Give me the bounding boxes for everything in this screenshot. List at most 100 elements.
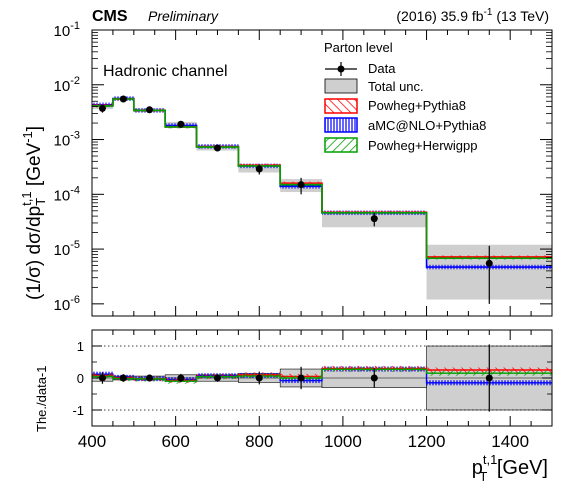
legend-entry-data: Data [325, 61, 396, 76]
ratio-data-marker [213, 374, 221, 382]
ratio-frame-border [91, 329, 553, 427]
data-point [119, 95, 127, 103]
top-y-tick-label: 10-4 [54, 184, 80, 204]
ratio-data-marker [177, 374, 185, 382]
ratio-y-tick-label: -1 [72, 403, 84, 418]
data-point [177, 120, 185, 128]
ylabel-close: ] [24, 126, 45, 131]
legend-band-swatch [324, 78, 358, 94]
top-y-tick-base: 10 [54, 133, 71, 150]
top-y-tick-exp: -1 [70, 20, 80, 32]
ratio-data-marker [146, 374, 153, 382]
lumi-prefix: (2016) 35.9 fb [396, 8, 483, 24]
ratio-data-point [255, 371, 263, 385]
ratio-y-axis-title: The./data-1 [34, 366, 49, 433]
ylabel-sup: t,1 [19, 191, 34, 205]
data-points [98, 95, 493, 304]
top-y-tick-label: 10-2 [54, 75, 80, 95]
data-marker [485, 259, 493, 267]
top-y-tick-base: 10 [54, 242, 71, 259]
ratio-data-point [213, 374, 221, 382]
data-point [255, 164, 263, 175]
experiment-label: CMS [92, 8, 128, 25]
x-tick-label: 1400 [491, 432, 529, 451]
top-y-tick-base: 10 [54, 187, 71, 204]
ratio-data-marker [485, 374, 493, 382]
top-y-tick-base: 10 [54, 23, 71, 40]
top-y-tick-exp: -3 [70, 130, 80, 142]
ratio-data-point [98, 372, 106, 384]
top-y-tick-exp: -4 [70, 184, 80, 196]
top-y-tick-label: 10-5 [54, 239, 80, 259]
ratio-data-points [98, 344, 493, 412]
x-tick-label: 1200 [408, 432, 446, 451]
ratio-data-point [370, 368, 378, 388]
xlabel-sup: t,1 [483, 452, 497, 467]
status-label: Preliminary [148, 8, 219, 24]
legend-powheg-pythia-label: Powheg+Pythia8 [368, 98, 466, 113]
legend-data-marker [337, 65, 345, 73]
ratio-y-tick-label: 1 [77, 339, 84, 354]
legend-amcnlo-swatch [324, 117, 358, 133]
xlabel-sub: T [479, 469, 487, 484]
ratio-data-marker [370, 374, 378, 382]
ratio-x-ticks [91, 330, 553, 426]
data-marker [213, 144, 221, 152]
data-point [370, 212, 378, 227]
top-y-axis-title: (1/σ) dσ/dpTt,1 [GeV-1] [19, 126, 48, 300]
legend-powheg-herwig-swatch [324, 137, 358, 153]
data-point [98, 104, 106, 113]
top-y-tick-exp: -2 [70, 75, 80, 87]
ratio-y-tick-label: 0 [77, 371, 84, 386]
ratio-data-point [297, 366, 305, 390]
ylabel-main: (1/σ) dσ/dp [24, 206, 45, 300]
top-y-tick-exp: -6 [70, 294, 80, 306]
ylabel-unit-exp: -1 [20, 131, 35, 143]
x-tick-label: 1000 [324, 432, 362, 451]
data-point [297, 177, 305, 195]
top-frame-border [91, 29, 553, 317]
legend-data-label: Data [368, 61, 396, 76]
x-tick-labels: 400 600 800 1000 1200 1400 [78, 432, 529, 451]
x-tick-label: 400 [78, 432, 106, 451]
ratio-data-point [146, 374, 153, 382]
ratio-data-marker [297, 374, 305, 382]
xlabel-unit: [GeV] [491, 457, 548, 479]
xlabel-main: p [472, 457, 483, 479]
top-y-tick-base: 10 [54, 297, 71, 314]
top-y-tick-label: 10-6 [54, 294, 80, 314]
lumi-exp: -1 [484, 7, 493, 18]
data-marker [297, 181, 305, 189]
ylabel-unit: [GeV [24, 142, 45, 191]
ratio-data-marker [119, 374, 127, 382]
legend-entry-powheg-herwig: Powheg+Herwigpp [324, 137, 477, 153]
ylabel-sub: T [33, 198, 48, 206]
channel-label: Hadronic channel [103, 63, 228, 80]
ratio-data-marker [255, 374, 263, 382]
data-point [146, 106, 153, 114]
data-marker [370, 215, 378, 223]
data-point [485, 245, 493, 304]
x-tick-label: 600 [161, 432, 189, 451]
legend-title: Parton level [324, 40, 393, 55]
top-y-tick-label: 10-3 [54, 130, 80, 150]
data-marker [177, 120, 185, 128]
legend-powheg-herwig-label: Powheg+Herwigpp [368, 138, 477, 153]
top-y-tick-exp: -5 [70, 239, 80, 251]
data-marker [255, 165, 263, 173]
top-y-tick-base: 10 [54, 78, 71, 95]
data-point [213, 144, 221, 152]
x-axis-title: pt,1 T [GeV] [472, 452, 548, 484]
lumi-suffix: (13 TeV) [492, 8, 549, 24]
legend: Parton level Data Total unc. Powheg+Pyth… [324, 40, 486, 153]
legend-entry-total-unc: Total unc. [324, 78, 424, 94]
ratio-data-point [177, 373, 185, 383]
lumi-label: (2016) 35.9 fb-1 (13 TeV) [396, 7, 549, 24]
legend-entry-powheg-pythia: Powheg+Pythia8 [324, 98, 466, 114]
top-y-tick-label: 10-1 [54, 20, 80, 40]
legend-powheg-pythia-swatch [324, 98, 358, 114]
ratio-data-point [485, 344, 493, 412]
data-marker [119, 95, 127, 103]
